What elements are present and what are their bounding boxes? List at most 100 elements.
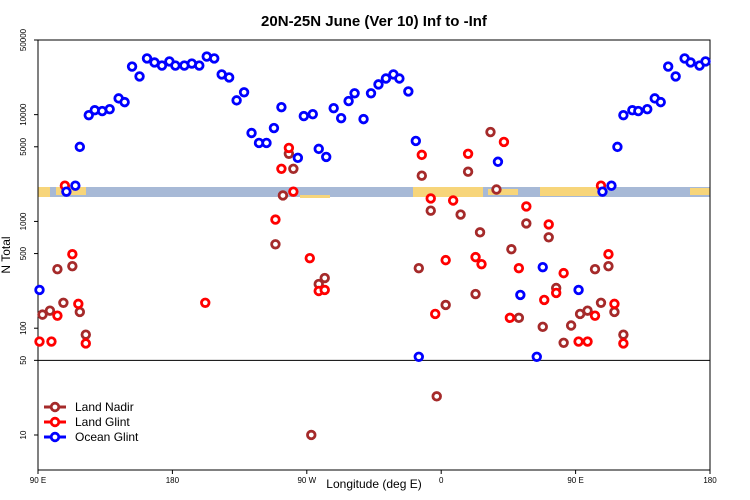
y-tick-label: 10000 — [19, 103, 28, 126]
point — [491, 184, 502, 195]
point — [365, 88, 377, 99]
point — [485, 126, 496, 138]
map-strip — [38, 187, 710, 197]
legend-label: Ocean Glint — [75, 430, 139, 444]
point — [246, 127, 257, 139]
x-tick-label: 180 — [166, 476, 180, 485]
point — [609, 306, 620, 318]
x-axis-label: Longitude (deg E) — [326, 477, 421, 491]
legend-label: Land Glint — [75, 415, 130, 429]
point — [44, 305, 56, 316]
point — [298, 110, 310, 122]
point — [470, 251, 481, 263]
y-tick-label: 50 — [19, 355, 28, 364]
point — [231, 95, 242, 106]
point — [595, 297, 607, 308]
point — [565, 320, 577, 331]
point — [506, 244, 517, 255]
point — [268, 122, 280, 134]
point — [58, 297, 69, 308]
point — [513, 312, 525, 324]
point — [416, 149, 427, 161]
point — [349, 88, 360, 99]
point — [537, 261, 548, 273]
point — [685, 57, 696, 68]
point — [37, 309, 48, 320]
point — [223, 72, 235, 83]
point — [521, 201, 532, 212]
y-tick-label: 50000 — [19, 28, 28, 51]
legend-marker — [49, 416, 61, 428]
point — [447, 195, 459, 206]
x-tick-label: 0 — [439, 476, 444, 485]
legend-marker — [49, 401, 61, 413]
point — [618, 109, 629, 121]
point — [126, 61, 138, 72]
point — [373, 79, 384, 90]
point — [134, 71, 145, 82]
point — [194, 60, 205, 71]
point — [156, 60, 168, 71]
point — [558, 337, 569, 348]
point — [261, 137, 272, 149]
series — [34, 136, 629, 349]
x-tick-label: 180 — [703, 476, 717, 485]
point — [34, 336, 45, 347]
point — [425, 193, 436, 204]
point — [603, 249, 614, 260]
series — [37, 126, 629, 441]
x-tick-label: 90 E — [567, 476, 583, 485]
point — [52, 310, 63, 321]
y-tick-label: 100 — [19, 321, 28, 335]
point — [700, 56, 711, 67]
point — [416, 170, 427, 181]
point — [440, 299, 451, 311]
point — [288, 163, 299, 175]
y-tick-label: 10 — [19, 430, 28, 439]
point — [425, 205, 436, 216]
point — [633, 105, 644, 117]
legend-marker — [49, 431, 61, 443]
point — [515, 289, 526, 301]
point — [61, 186, 72, 197]
point — [670, 71, 681, 82]
point — [612, 141, 623, 153]
point — [597, 186, 608, 197]
point — [603, 260, 614, 272]
point — [589, 310, 601, 321]
point — [642, 103, 653, 115]
y-tick-label: 500 — [19, 246, 28, 260]
x-tick-label: 90 W — [297, 476, 316, 485]
point — [119, 96, 130, 108]
point — [67, 260, 78, 272]
point — [34, 284, 45, 296]
point — [476, 258, 487, 270]
point — [504, 312, 516, 324]
point — [270, 214, 281, 225]
y-tick-label: 1000 — [19, 212, 28, 230]
point — [321, 151, 332, 163]
point — [74, 306, 86, 318]
point — [498, 136, 510, 148]
point — [276, 163, 287, 175]
point — [413, 351, 424, 362]
point — [573, 336, 584, 347]
point — [319, 272, 330, 284]
legend-label: Land Nadir — [75, 400, 134, 414]
point — [104, 103, 115, 115]
point — [306, 429, 317, 441]
point — [431, 391, 442, 402]
point — [46, 336, 57, 347]
point — [74, 141, 86, 153]
point — [292, 152, 304, 164]
point — [609, 298, 620, 310]
series — [34, 51, 711, 362]
point — [313, 143, 324, 155]
point — [662, 61, 674, 72]
point — [319, 284, 330, 296]
point — [539, 294, 550, 306]
point — [288, 186, 299, 197]
point — [606, 180, 617, 191]
point — [618, 338, 629, 349]
